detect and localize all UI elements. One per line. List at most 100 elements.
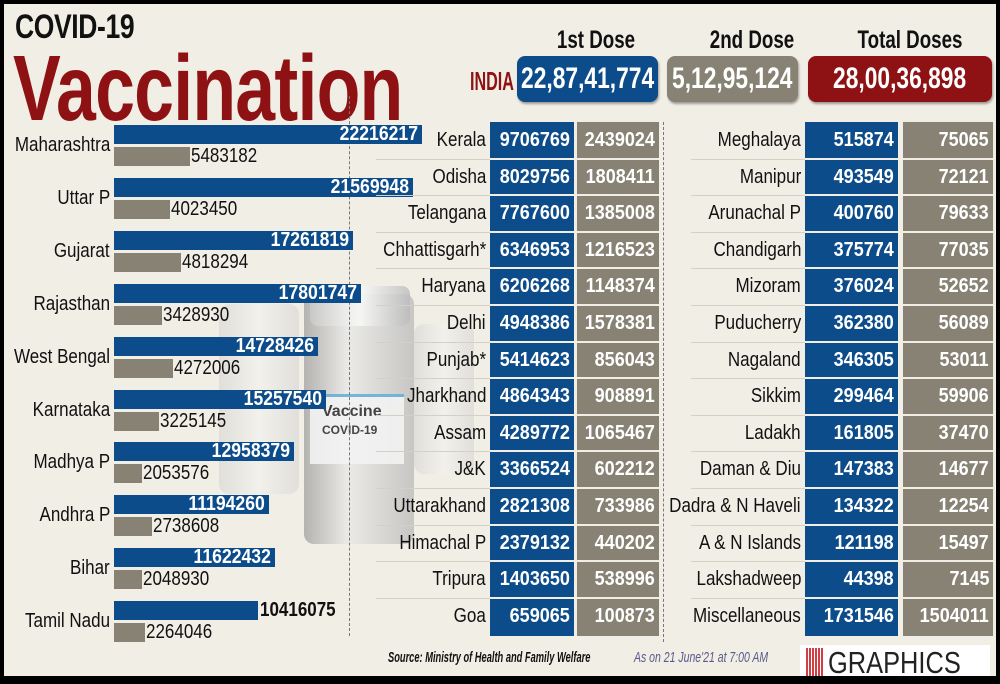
bar-dose2-value: 2053576 <box>143 462 210 485</box>
bar-category-label: Tamil Nadu <box>24 610 110 633</box>
table-row-dose1: 4864343 <box>499 385 570 408</box>
row-divider <box>490 560 659 563</box>
bar-category-label: Rajasthan <box>33 292 110 315</box>
table-row-dose2: 1504011 <box>919 604 989 627</box>
table-row-dose1: 400760 <box>833 202 894 225</box>
bar-dose2 <box>114 411 159 431</box>
table-row-dose2: 1808411 <box>585 165 655 188</box>
table-row-dose1: 44398 <box>843 568 894 591</box>
table-row-dose2: 53011 <box>939 348 989 371</box>
table-row-state: Dadra & N Haveli <box>669 495 801 517</box>
table-row-dose1: 346305 <box>833 348 894 371</box>
table-row-dose2: 908891 <box>594 385 655 408</box>
table-row-state: Miscellaneous <box>693 604 801 627</box>
bar-dose1 <box>114 125 422 144</box>
table-row-dose1: 9706769 <box>499 129 570 151</box>
table-row-state: A & N Islands <box>698 531 801 554</box>
table-row-state: Delhi <box>447 312 486 334</box>
india-dose1-box: 22,87,41,774 <box>517 56 658 102</box>
bar-category-label: Karnataka <box>32 398 110 421</box>
bar-dose2-value: 2738608 <box>152 515 220 538</box>
bar-dose2-value: 5483182 <box>191 145 258 167</box>
table-row-dose2: 856043 <box>594 348 655 371</box>
bar-dose1-value: 14728426 <box>235 334 315 357</box>
table-row-state: Goa <box>453 604 486 627</box>
row-divider <box>805 157 993 160</box>
table-row-dose1: 4948386 <box>499 312 570 334</box>
table-row-dose1: 161805 <box>833 421 894 444</box>
row-divider <box>490 487 659 489</box>
india-label: INDIA <box>470 66 514 96</box>
row-divider <box>805 560 993 563</box>
bar-dose2 <box>114 464 143 484</box>
table-row-state: Assam <box>434 421 486 444</box>
row-divider <box>490 377 659 380</box>
table-row-dose2: 77035 <box>938 238 989 261</box>
divider-line <box>349 96 350 636</box>
table-row-dose2: 15497 <box>938 531 989 554</box>
table-row-dose1: 5414623 <box>499 348 570 371</box>
table-row-dose1: 3366524 <box>499 458 570 481</box>
table-row-dose1: 376024 <box>833 275 894 298</box>
bar-dose1-value: 11194260 <box>188 493 266 516</box>
table-row-state: Chandigarh <box>713 238 801 261</box>
table-row-dose2: 1578381 <box>584 312 655 334</box>
table-row-dose2: 100873 <box>594 604 655 627</box>
bar-dose1-value: 11622432 <box>193 546 272 569</box>
row-divider <box>805 340 993 343</box>
table-row-dose2: 37470 <box>938 421 989 444</box>
row-divider <box>805 267 993 270</box>
table-row-dose1: 4289772 <box>499 421 570 444</box>
bar-dose2-value: 4272006 <box>174 356 241 379</box>
table-row-state: Uttarakhand <box>393 495 486 517</box>
bar-dose1 <box>114 389 326 409</box>
bar-dose2-value: 2264046 <box>146 621 213 644</box>
logo-text: GRAPHICS <box>828 645 961 676</box>
bar-dose2 <box>114 199 170 219</box>
table-row-dose1: 1731546 <box>823 604 894 627</box>
table-row-dose1: 7767600 <box>499 202 570 225</box>
dose2-column <box>577 122 659 637</box>
table-row-state: Tripura <box>432 568 486 591</box>
table-row-dose1: 493549 <box>833 165 894 188</box>
table-row-dose1: 8029756 <box>499 165 570 188</box>
table-row-dose2: 440202 <box>594 531 655 554</box>
row-divider <box>805 304 993 306</box>
pti-logo-mark <box>806 648 825 676</box>
table-row-state: Odisha <box>432 165 486 188</box>
infographic: Vaccine COVID-19 COVID-19 Vaccination 1s… <box>4 4 996 676</box>
table-row-dose2: 75065 <box>938 129 989 151</box>
divider-line <box>663 122 664 642</box>
page-title: Vaccination <box>13 36 403 140</box>
dose1-column <box>490 122 574 637</box>
table-row-dose1: 134322 <box>833 495 894 517</box>
india-dose2-value: 5,12,95,124 <box>672 62 793 95</box>
table-row-state: Jharkhand <box>406 385 486 408</box>
table-row-dose2: 7145 <box>948 568 989 591</box>
bar-dose2 <box>114 147 191 166</box>
table-row-dose2: 14677 <box>938 458 989 481</box>
table-row-dose1: 375774 <box>833 238 894 261</box>
row-divider <box>805 377 993 380</box>
source-note: Source: Ministry of Health and Family We… <box>388 649 591 666</box>
table-row-dose2: 72121 <box>938 165 989 188</box>
bar-dose1-value: 15257540 <box>243 387 322 410</box>
table-row-state: Mizoram <box>735 275 801 298</box>
table-row-state: Sikkim <box>750 385 801 408</box>
bar-dose2-value: 3428930 <box>162 303 229 326</box>
bar-dose1 <box>114 495 270 515</box>
table-row-dose2: 1216523 <box>584 238 655 261</box>
bar-dose2 <box>114 358 174 378</box>
table-row-dose1: 121198 <box>834 531 894 554</box>
table-row-dose2: 79633 <box>938 202 989 225</box>
bar-dose2-value: 3225145 <box>159 409 226 432</box>
bar-category-label: Uttar P <box>57 186 110 209</box>
dose1-header: 1st Dose <box>556 26 636 54</box>
row-divider <box>490 340 659 343</box>
table-row-dose1: 2379132 <box>499 531 570 554</box>
table-row-state: Daman & Diu <box>699 458 801 481</box>
bar-category-label: Gujarat <box>54 239 110 262</box>
table-row-state: Meghalaya <box>717 129 801 151</box>
row-divider <box>490 450 659 453</box>
india-dose1-value: 22,87,41,774 <box>520 62 655 95</box>
